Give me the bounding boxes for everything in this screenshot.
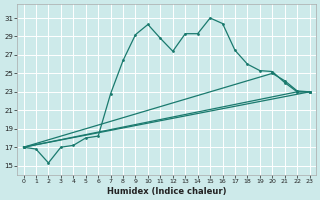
X-axis label: Humidex (Indice chaleur): Humidex (Indice chaleur): [107, 187, 226, 196]
